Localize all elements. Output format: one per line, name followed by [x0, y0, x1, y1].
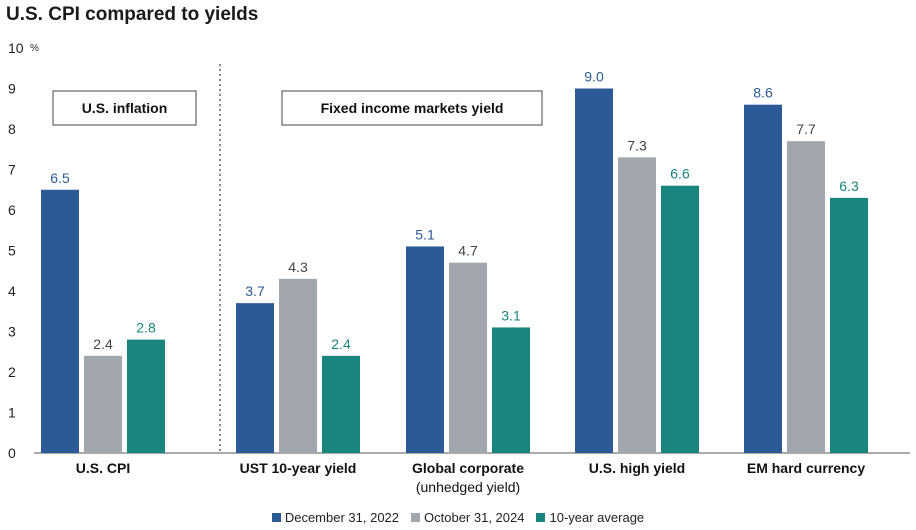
bar [406, 246, 444, 453]
x-category-label: U.S. high yield [589, 460, 685, 476]
data-label: 4.7 [458, 243, 478, 259]
bar [830, 197, 868, 453]
y-tick-label: 3 [8, 324, 16, 340]
data-label: 2.4 [93, 336, 113, 352]
annotation-label: U.S. inflation [82, 100, 168, 116]
data-label: 5.1 [415, 226, 435, 242]
bar [744, 104, 782, 453]
data-label: 9.0 [584, 69, 604, 85]
annotation-label: Fixed income markets yield [321, 100, 504, 116]
legend-item: October 31, 2024 [411, 510, 524, 525]
chart-title: U.S. CPI compared to yields [6, 4, 259, 25]
annotation-box [52, 90, 197, 126]
y-tick-label: 7 [8, 162, 16, 178]
y-tick-label: 1 [8, 405, 16, 421]
data-label: 6.5 [50, 170, 70, 186]
bar [492, 327, 530, 453]
bar [449, 262, 487, 453]
data-label: 2.8 [136, 320, 156, 336]
data-label: 2.4 [331, 336, 351, 352]
bar [236, 303, 274, 453]
bar [127, 339, 165, 453]
y-tick-label: 9 [8, 81, 16, 97]
data-label: 6.3 [839, 178, 859, 194]
legend-label: December 31, 2022 [284, 510, 400, 525]
y-tick-label: 0 [8, 445, 16, 461]
legend-item: December 31, 2022 [271, 510, 400, 525]
x-category-sublabel: (unhedged yield) [416, 479, 520, 495]
data-label: 6.6 [670, 166, 690, 182]
y-tick-label: 4 [8, 283, 16, 299]
bar [279, 278, 317, 453]
annotation-box [281, 90, 543, 126]
y-tick-label: 10 [8, 40, 24, 56]
y-tick-label: 2 [8, 364, 16, 380]
data-label: 7.7 [796, 121, 816, 137]
bar [618, 157, 656, 453]
x-category-label: EM hard currency [747, 460, 865, 476]
x-category-label: U.S. CPI [76, 460, 130, 476]
y-unit-label: % [30, 43, 39, 54]
legend-swatch [536, 513, 546, 522]
data-label: 3.1 [501, 307, 521, 323]
legend: December 31, 2022 October 31, 2024 10-year… [0, 510, 916, 525]
data-label: 7.3 [627, 137, 647, 153]
bar [41, 189, 79, 453]
y-tick-label: 5 [8, 243, 16, 259]
bar [84, 355, 122, 453]
bar [661, 185, 699, 453]
y-tick-label: 8 [8, 121, 16, 137]
legend-swatch [271, 513, 281, 522]
legend-label: 10-year average [549, 510, 645, 525]
x-category-label: UST 10-year yield [240, 460, 357, 476]
x-category-label: Global corporate [412, 460, 524, 476]
data-label: 3.7 [245, 283, 265, 299]
legend-swatch [411, 513, 421, 522]
data-label: 4.3 [288, 259, 308, 275]
legend-item: 10-year average [536, 510, 644, 525]
y-tick-label: 6 [8, 202, 16, 218]
data-label: 8.6 [753, 85, 773, 101]
bar [575, 88, 613, 453]
bar [322, 355, 360, 453]
legend-label: October 31, 2024 [424, 510, 525, 525]
bar [787, 141, 825, 453]
